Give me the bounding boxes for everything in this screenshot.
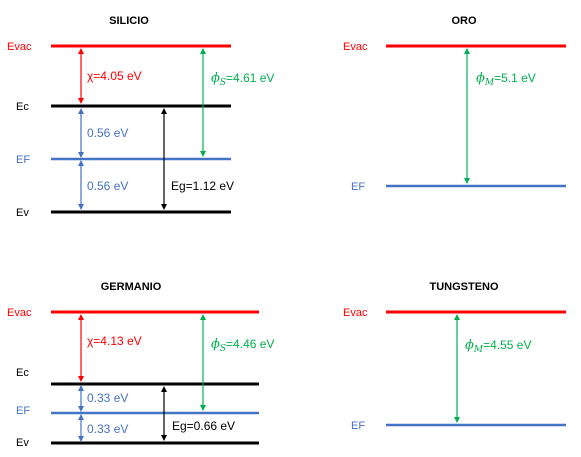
tungsteno-phi-symbol: ϕ (465, 338, 474, 353)
silicio-lower-half-label: 0.56 eV (87, 179, 128, 193)
oro-phi-label: ϕM=5.1 eV (476, 71, 536, 88)
panel-oro: ORO Evac EF ϕM=5.1 eV (343, 15, 566, 193)
tungsteno-ef-label: EF (351, 420, 365, 432)
silicio-chi-label: χ=4.05 eV (87, 69, 142, 83)
oro-title: ORO (451, 15, 477, 27)
germanio-ev-label: Ev (16, 437, 29, 449)
panel-tungsteno: TUNGSTENO Evac EF ϕM=4.55 eV (343, 281, 566, 432)
silicio-phi-symbol: ϕ (211, 71, 220, 86)
tungsteno-evac-label: Evac (343, 307, 368, 319)
germanio-ec-label: Ec (16, 367, 29, 379)
silicio-ec-label: Ec (16, 101, 29, 113)
germanio-phi-symbol: ϕ (211, 337, 220, 352)
silicio-upper-half-label: 0.56 eV (87, 126, 128, 140)
silicio-title: SILICIO (109, 15, 149, 27)
panel-silicio: SILICIO Evac Ec EF Ev χ=4.05 eV 0.56 eV … (7, 15, 274, 219)
germanio-eg-label: Eg=0.66 eV (172, 419, 235, 433)
germanio-chi-label: χ=4.13 eV (87, 334, 142, 348)
germanio-ef-label: EF (16, 405, 30, 417)
panel-germanio: GERMANIO Evac Ec EF Ev χ=4.13 eV 0.33 eV… (7, 281, 274, 449)
oro-evac-label: Evac (343, 41, 368, 53)
oro-phi-symbol: ϕ (476, 71, 485, 86)
silicio-ef-label: EF (16, 154, 30, 166)
oro-ef-label: EF (351, 181, 365, 193)
germanio-lower-half-label: 0.33 eV (87, 422, 128, 436)
silicio-evac-label: Evac (7, 41, 32, 53)
oro-phi-value: =5.1 eV (494, 71, 536, 85)
silicio-ev-label: Ev (16, 207, 29, 219)
germanio-evac-label: Evac (7, 307, 32, 319)
silicio-eg-label: Eg=1.12 eV (171, 179, 234, 193)
tungsteno-phi-value: =4.55 eV (483, 338, 531, 352)
silicio-phi-label: ϕS=4.61 eV (211, 71, 274, 88)
germanio-upper-half-label: 0.33 eV (87, 391, 128, 405)
silicio-phi-value: =4.61 eV (226, 71, 274, 85)
germanio-phi-label: ϕS=4.46 eV (211, 337, 274, 354)
tungsteno-title: TUNGSTENO (429, 281, 499, 293)
tungsteno-phi-label: ϕM=4.55 eV (465, 338, 531, 355)
germanio-phi-value: =4.46 eV (226, 337, 274, 351)
germanio-title: GERMANIO (101, 281, 162, 293)
